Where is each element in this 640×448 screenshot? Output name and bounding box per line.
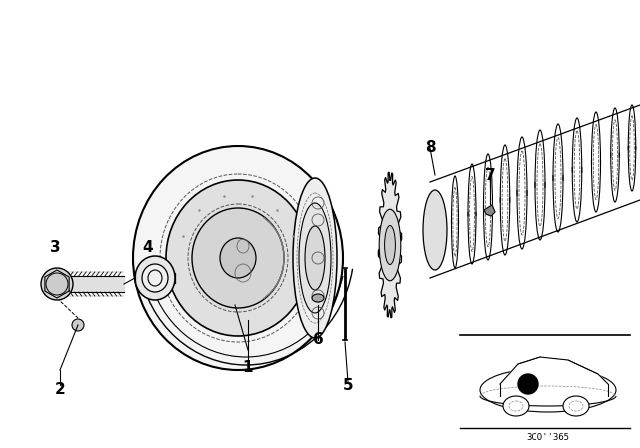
Ellipse shape bbox=[503, 396, 529, 416]
Ellipse shape bbox=[142, 264, 168, 292]
Ellipse shape bbox=[135, 256, 175, 300]
Text: 4: 4 bbox=[143, 241, 154, 255]
Text: 8: 8 bbox=[425, 141, 435, 155]
Polygon shape bbox=[484, 205, 495, 216]
Text: 3: 3 bbox=[50, 241, 60, 255]
Polygon shape bbox=[500, 357, 608, 384]
Ellipse shape bbox=[133, 146, 343, 370]
Ellipse shape bbox=[220, 238, 256, 278]
Text: 7: 7 bbox=[484, 168, 495, 182]
Ellipse shape bbox=[293, 178, 337, 338]
Ellipse shape bbox=[192, 208, 284, 308]
Ellipse shape bbox=[72, 319, 84, 331]
Ellipse shape bbox=[423, 190, 447, 270]
Circle shape bbox=[518, 374, 538, 394]
Ellipse shape bbox=[305, 226, 325, 290]
Ellipse shape bbox=[480, 368, 616, 412]
Text: 5: 5 bbox=[342, 378, 353, 392]
Ellipse shape bbox=[563, 396, 589, 416]
Ellipse shape bbox=[569, 401, 583, 411]
Polygon shape bbox=[45, 270, 69, 298]
Text: 6: 6 bbox=[312, 332, 323, 348]
Text: 2: 2 bbox=[54, 383, 65, 397]
Ellipse shape bbox=[166, 180, 310, 336]
Ellipse shape bbox=[41, 268, 73, 300]
Polygon shape bbox=[378, 172, 402, 318]
Ellipse shape bbox=[46, 273, 68, 295]
Ellipse shape bbox=[385, 225, 396, 264]
Text: 3CO''365: 3CO''365 bbox=[527, 432, 570, 441]
Ellipse shape bbox=[312, 294, 324, 302]
Ellipse shape bbox=[379, 209, 401, 281]
Ellipse shape bbox=[299, 203, 331, 313]
Text: 1: 1 bbox=[243, 361, 253, 375]
Ellipse shape bbox=[509, 401, 523, 411]
